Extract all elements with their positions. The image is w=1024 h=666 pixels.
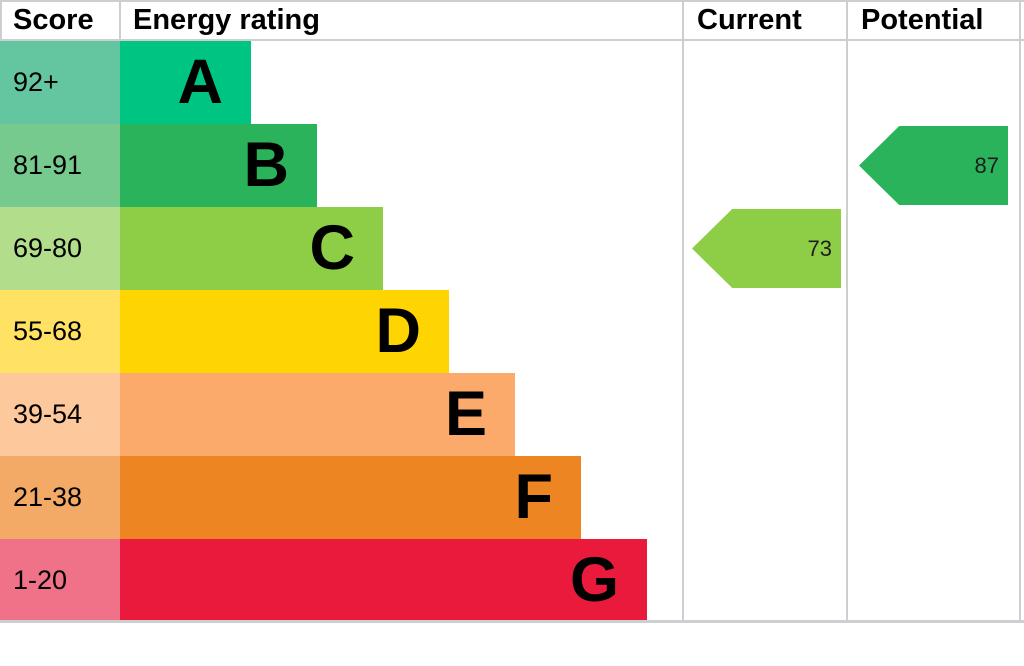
score-range-g: 1-20 xyxy=(0,539,120,622)
rating-letter-g: G xyxy=(569,545,619,615)
potential-column-header: Potential xyxy=(861,4,984,36)
band-row-c: 69-80 C xyxy=(0,207,1024,290)
energy-rating-column-header: Energy rating xyxy=(133,4,320,36)
band-row-d: 55-68 D xyxy=(0,290,1024,373)
potential-rating-value: 87 xyxy=(974,152,999,178)
score-range-e: 39-54 xyxy=(0,373,120,456)
rating-letter-d: D xyxy=(375,296,422,366)
band-row-e: 39-54 E xyxy=(0,373,1024,456)
header-bottom-border xyxy=(0,39,1024,41)
current-column-divider xyxy=(682,0,684,623)
rating-letter-c: C xyxy=(309,213,356,283)
rating-bar-f: F xyxy=(120,456,581,539)
band-row-f: 21-38 F xyxy=(0,456,1024,539)
rating-bar-b: B xyxy=(120,124,317,207)
table-bottom-border xyxy=(0,620,1024,623)
band-row-b: 81-91 B xyxy=(0,124,1024,207)
score-range-a: 92+ xyxy=(0,41,120,124)
score-range-c: 69-80 xyxy=(0,207,120,290)
rating-bar-d: D xyxy=(120,290,449,373)
current-rating-value: 73 xyxy=(807,235,832,261)
header-left-border xyxy=(0,0,2,41)
rating-letter-b: B xyxy=(243,130,290,200)
table-top-border xyxy=(0,0,1024,2)
score-column-divider xyxy=(119,0,121,41)
rating-bar-e: E xyxy=(120,373,515,456)
rating-letter-e: E xyxy=(444,379,487,449)
score-range-f: 21-38 xyxy=(0,456,120,539)
potential-column-divider xyxy=(846,0,848,623)
rating-letter-a: A xyxy=(177,47,224,117)
score-column-header: Score xyxy=(13,4,94,36)
score-range-d: 55-68 xyxy=(0,290,120,373)
rating-bar-c: C xyxy=(120,207,383,290)
band-row-g: 1-20 G xyxy=(0,539,1024,622)
rating-bar-g: G xyxy=(120,539,647,622)
table-right-border xyxy=(1019,0,1021,623)
band-row-a: 92+ A xyxy=(0,41,1024,124)
current-column-header: Current xyxy=(697,4,802,36)
rating-letter-f: F xyxy=(514,462,553,532)
rating-bar-a: A xyxy=(120,41,251,124)
score-range-b: 81-91 xyxy=(0,124,120,207)
